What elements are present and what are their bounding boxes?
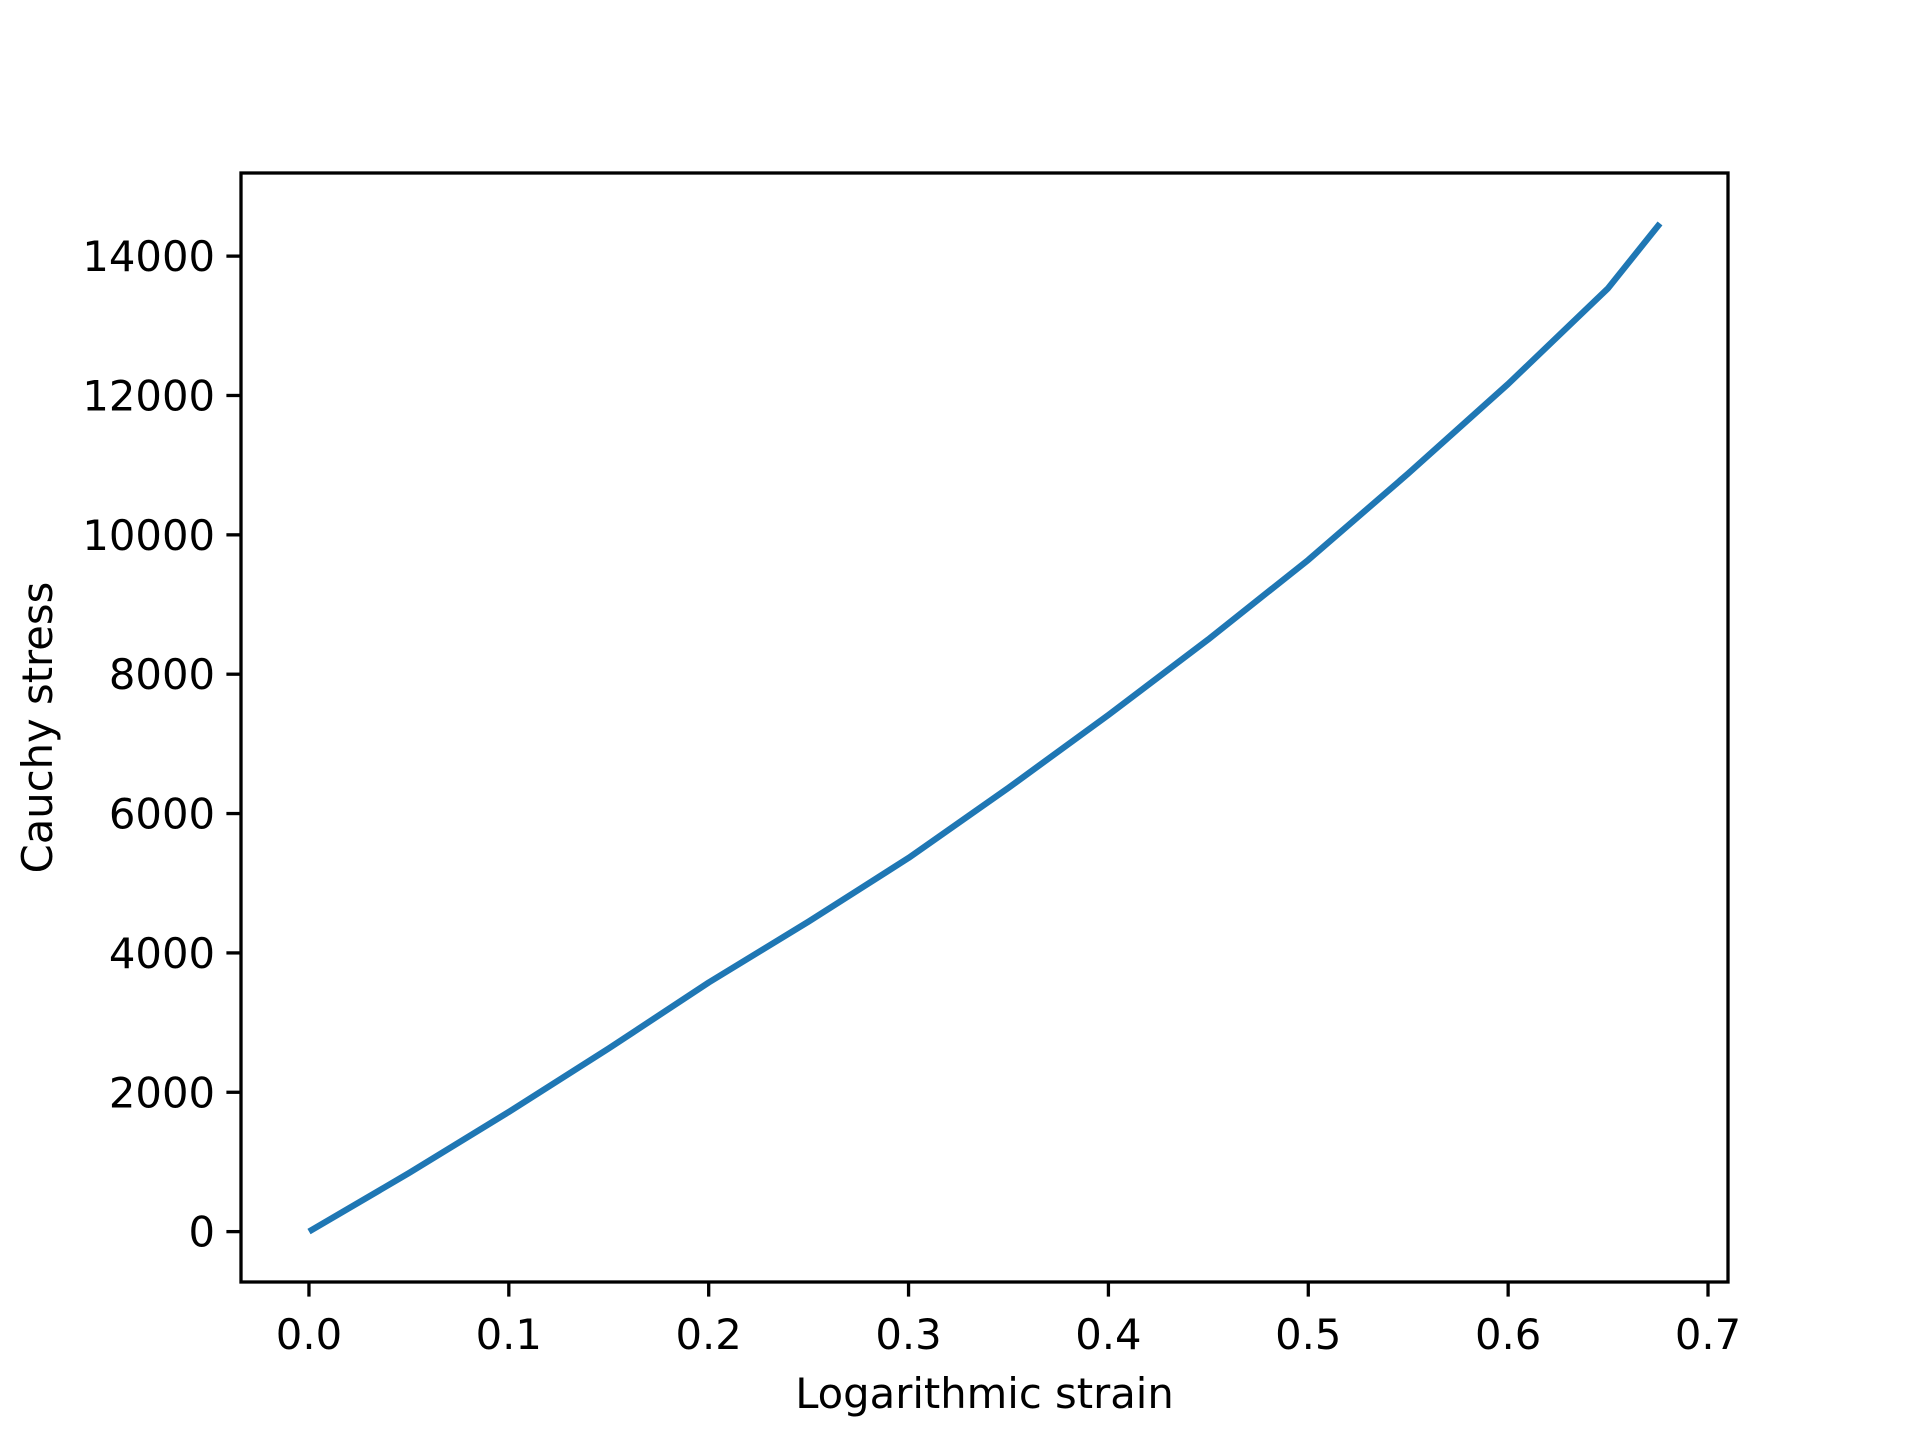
- plot-area: [307, 221, 1663, 1235]
- y-tick-label: 14000: [82, 232, 215, 281]
- x-tick-label: 0.6: [1475, 1310, 1541, 1359]
- y-tick-label: 8000: [109, 650, 215, 699]
- y-tick-label: 4000: [109, 929, 215, 978]
- series-line: [307, 221, 1663, 1235]
- x-tick-label: 0.5: [1275, 1310, 1341, 1359]
- x-tick-label: 0.7: [1675, 1310, 1741, 1359]
- y-axis-ticks: 0 2000 4000 6000 8000 10000 12000 14000: [82, 232, 241, 1257]
- axes-frame: [239, 171, 1730, 1284]
- y-tick-label: 12000: [82, 371, 215, 420]
- y-tick-label: 10000: [82, 511, 215, 560]
- y-tick-label: 0: [188, 1208, 215, 1257]
- x-tick-label: 0.2: [676, 1310, 742, 1359]
- y-tick-label: 6000: [109, 790, 215, 839]
- x-axis-label: Logarithmic strain: [795, 1369, 1174, 1418]
- x-tick-label: 0.4: [1075, 1310, 1141, 1359]
- x-axis-ticks: 0.0 0.1 0.2 0.3 0.4 0.5 0.6 0.7: [276, 1282, 1741, 1359]
- x-tick-label: 0.0: [276, 1310, 342, 1359]
- x-tick-label: 0.1: [476, 1310, 542, 1359]
- y-axis-label: Cauchy stress: [13, 582, 62, 874]
- y-tick-label: 2000: [109, 1068, 215, 1117]
- x-tick-label: 0.3: [875, 1310, 941, 1359]
